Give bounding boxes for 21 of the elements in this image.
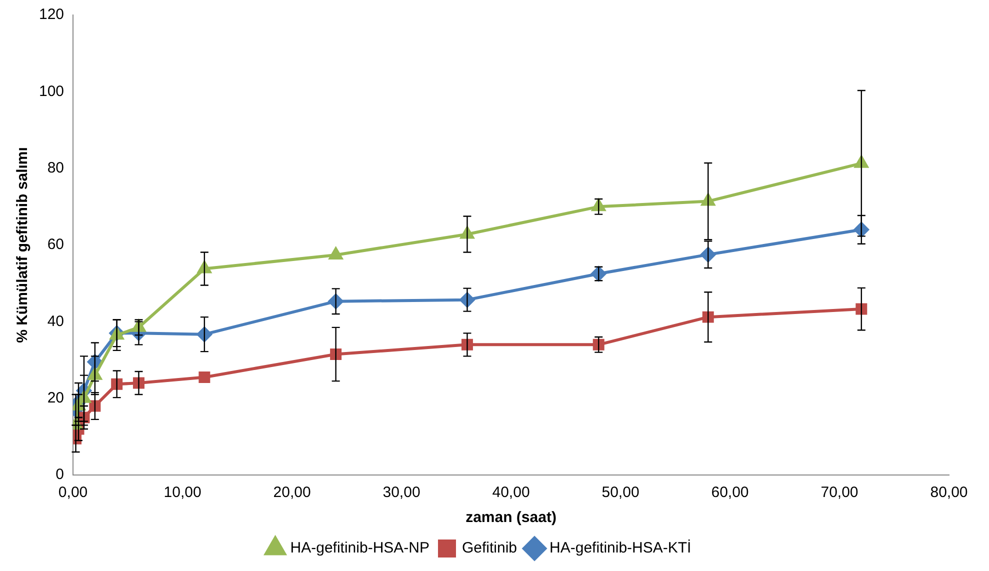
y-tick-label: 60 — [47, 236, 64, 254]
legend-label: HA-gefitinib-HSA-NP — [290, 540, 430, 557]
legend-label: HA-gefitinib-HSA-KTİ — [550, 538, 692, 557]
x-tick-label: 0,00 — [58, 484, 88, 502]
x-axis-title: zaman (saat) — [466, 509, 556, 526]
x-tick-label: 80,00 — [930, 484, 968, 502]
y-tick-label: 20 — [47, 389, 64, 406]
y-axis-title: % Kümülatif gefitinib salımı — [14, 147, 32, 343]
y-tick-label: 40 — [47, 312, 64, 330]
x-tick-label: 40,00 — [492, 484, 530, 502]
x-tick-label: 70,00 — [820, 484, 858, 502]
x-tick-label: 10,00 — [164, 484, 202, 502]
y-tick-label: 100 — [38, 82, 64, 100]
y-tick-label: 0 — [56, 466, 64, 484]
x-tick-label: 50,00 — [602, 484, 640, 502]
x-tick-label: 20,00 — [273, 484, 311, 502]
y-tick-label: 120 — [38, 6, 64, 24]
x-tick-label: 30,00 — [382, 484, 420, 502]
x-tick-label: 60,00 — [711, 484, 749, 502]
legend-label: Gefitinib — [462, 540, 518, 557]
y-tick-label: 80 — [47, 159, 64, 176]
